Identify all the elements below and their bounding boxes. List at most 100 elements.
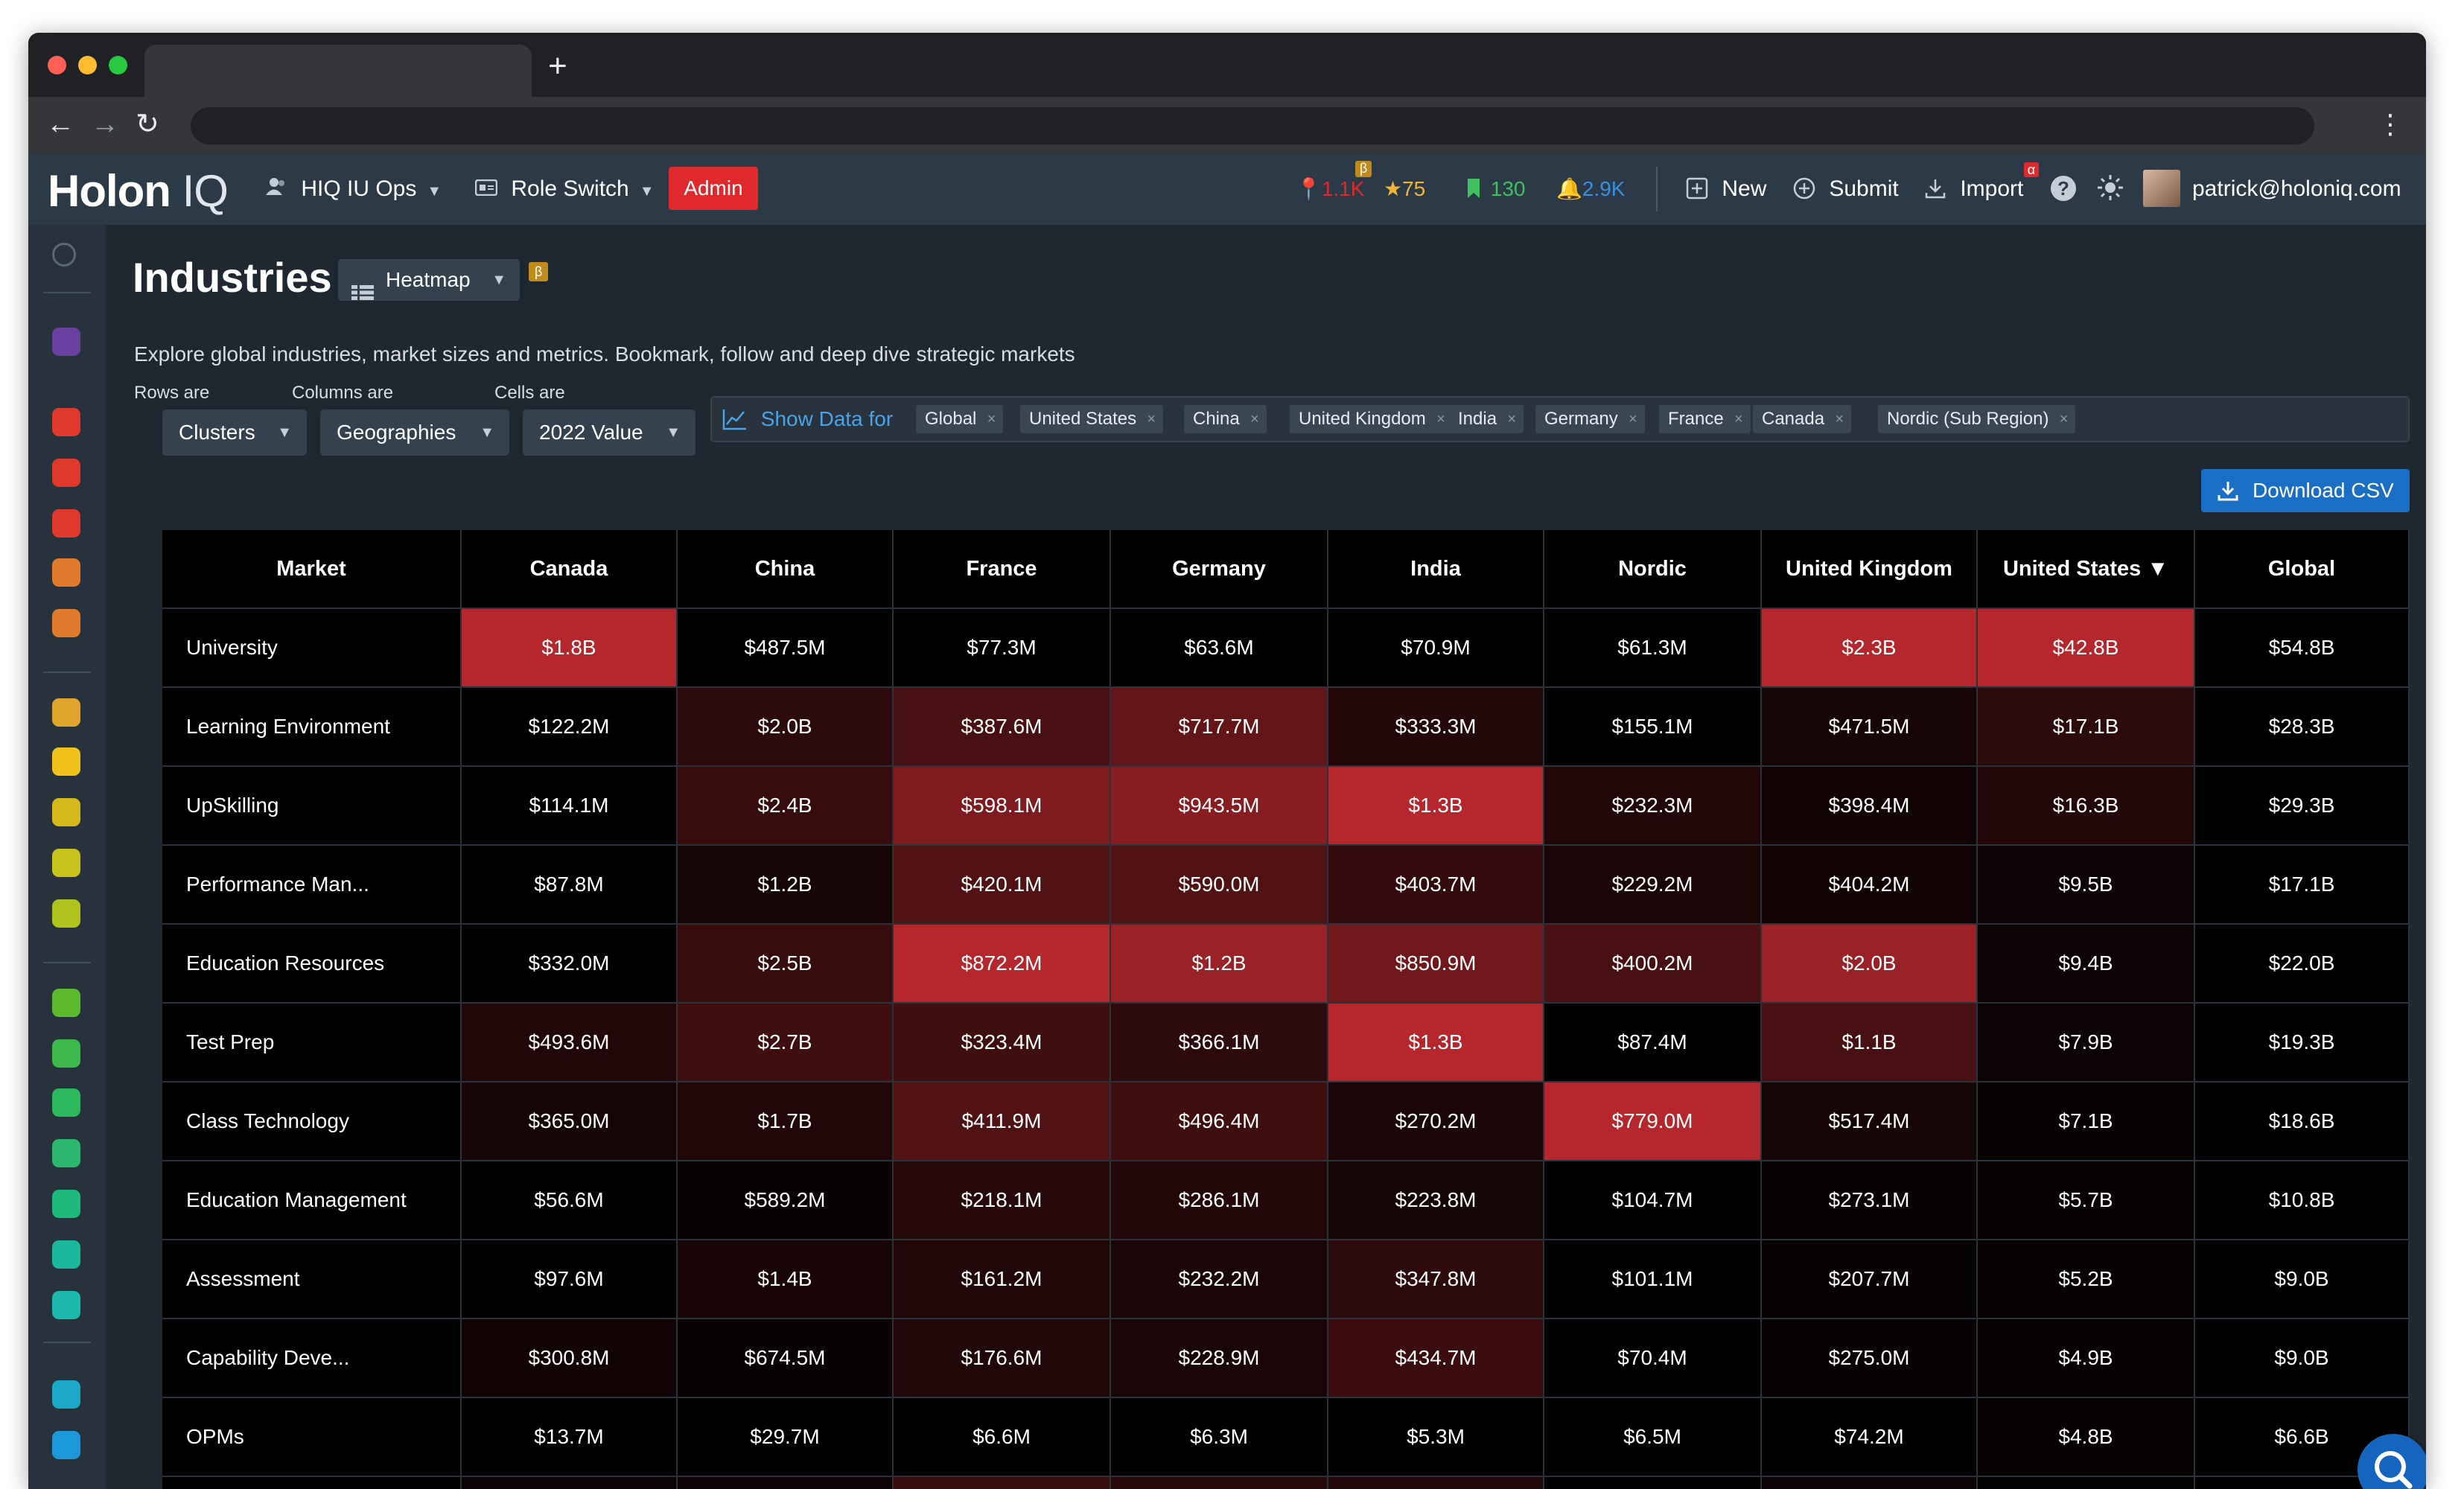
heatmap-cell[interactable]: $943.5M (1111, 767, 1328, 846)
heatmap-cell[interactable]: $230.5M (462, 1477, 678, 1489)
heatmap-cell[interactable]: $270.2M (1328, 1083, 1544, 1161)
heatmap-cell[interactable]: $366.1M (1111, 1004, 1328, 1083)
column-header[interactable]: Canada (462, 530, 678, 609)
cube-icon[interactable] (52, 328, 80, 356)
back-icon[interactable]: ← (46, 109, 74, 140)
chat-icon[interactable] (52, 747, 80, 776)
column-header[interactable]: Nordic (1544, 530, 1762, 609)
document-icon[interactable] (52, 609, 80, 637)
heatmap-cell[interactable]: $7.1B (1978, 1083, 2195, 1161)
heatmap-cell[interactable]: $6.6B (2195, 1398, 2410, 1477)
rows-select[interactable]: Clusters ▼ (162, 409, 307, 456)
column-header[interactable]: Market (162, 530, 462, 609)
heatmap-cell[interactable]: $54.8B (2195, 609, 2410, 688)
heatmap-cell[interactable]: $434.7M (1328, 1319, 1544, 1398)
show-data-for-button[interactable]: Show Data for (722, 398, 893, 441)
heatmap-cell[interactable]: $5.7B (1978, 1161, 2195, 1240)
remove-chip-icon[interactable]: × (1629, 411, 1637, 427)
heatmap-cell[interactable]: $347.8M (1328, 1240, 1544, 1319)
heatmap-cell[interactable]: $398.4M (1762, 767, 1978, 846)
browser-menu-icon[interactable]: ⋮ (2377, 109, 2404, 139)
role-switch-dropdown[interactable]: Role Switch ▼ (474, 153, 655, 225)
heatmap-cell[interactable]: $5.3M (1328, 1398, 1544, 1477)
layout-icon[interactable] (52, 1088, 80, 1117)
download-csv-button[interactable]: Download CSV (2201, 469, 2410, 512)
heatmap-cell[interactable]: $9.0B (2195, 1240, 2410, 1319)
submit-button[interactable]: Submit (1793, 153, 1899, 225)
shuffle-icon[interactable] (52, 1039, 80, 1068)
new-tab-button[interactable]: + (548, 48, 567, 84)
heatmap-cell[interactable]: $218.1M (894, 1161, 1111, 1240)
grid-icon[interactable] (52, 1240, 80, 1269)
heatmap-cell[interactable]: $245.6M (1328, 1477, 1544, 1489)
market-name-cell[interactable]: Assessment (162, 1240, 462, 1319)
column-header[interactable]: India (1328, 530, 1544, 609)
heatmap-cell[interactable]: $4.9B (1978, 1319, 2195, 1398)
heatmap-cell[interactable]: $598.1M (894, 767, 1111, 846)
heatmap-cell[interactable]: $517.4M (1762, 1083, 1978, 1161)
heatmap-cell[interactable]: $2.5B (678, 925, 894, 1004)
heatmap-cell[interactable]: $223.8M (1328, 1161, 1544, 1240)
heatmap-cell[interactable]: $70.4M (1544, 1319, 1762, 1398)
heatmap-cell[interactable]: $1.2B (1111, 925, 1328, 1004)
filter-chip[interactable]: Global × (916, 405, 1004, 433)
heatmap-cell[interactable]: $325.4M (1111, 1477, 1328, 1489)
bug-icon[interactable] (52, 849, 80, 877)
column-header[interactable]: Global (2195, 530, 2410, 609)
heatmap-cell[interactable]: $2.7B (678, 1004, 894, 1083)
heatmap-cell[interactable]: $487.5M (678, 609, 894, 688)
market-name-cell[interactable]: Education Management (162, 1161, 462, 1240)
market-name-cell[interactable]: Performance Man... (162, 846, 462, 925)
maximize-window-button[interactable] (109, 56, 127, 74)
forward-icon[interactable]: → (91, 109, 119, 140)
chart-bar-icon[interactable] (52, 459, 80, 487)
heatmap-cell[interactable]: $6.3M (1111, 1398, 1328, 1477)
heatmap-cell[interactable]: $365.0M (462, 1083, 678, 1161)
heatmap-cell[interactable]: $1.7B (678, 1083, 894, 1161)
cells-select[interactable]: 2022 Value ▼ (523, 409, 695, 456)
filter-chip[interactable]: Germany × (1535, 405, 1645, 433)
heatmap-cell[interactable]: $2.4B (678, 767, 894, 846)
heatmap-cell[interactable]: $61.3M (1544, 609, 1762, 688)
heatmap-cell[interactable]: $63.6M (1111, 609, 1328, 688)
new-button[interactable]: New (1686, 153, 1766, 225)
import-button[interactable]: Import (1924, 153, 2023, 225)
heatmap-cell[interactable]: $387.6M (894, 688, 1111, 767)
heatmap-cell[interactable]: $273.1M (1762, 1161, 1978, 1240)
remove-chip-icon[interactable]: × (1734, 411, 1743, 427)
heatmap-cell[interactable]: $321.0M (1762, 1477, 1978, 1489)
heatmap-cell[interactable]: $28.3B (2195, 688, 2410, 767)
remove-chip-icon[interactable]: × (1250, 411, 1259, 427)
heatmap-cell[interactable]: $207.7M (1762, 1240, 1978, 1319)
close-window-button[interactable] (48, 56, 66, 74)
heatmap-cell[interactable]: $1.8B (462, 609, 678, 688)
heatmap-cell[interactable]: $161.2M (894, 1240, 1111, 1319)
heatmap-cell[interactable]: $275.0M (1762, 1319, 1978, 1398)
bookmarks-metric[interactable]: 130 (1467, 153, 1526, 225)
stars-metric[interactable]: ★75 (1384, 153, 1425, 225)
book-icon[interactable] (52, 1431, 80, 1459)
heatmap-cell[interactable]: $29.7M (678, 1398, 894, 1477)
heatmap-cell[interactable]: $77.3M (894, 609, 1111, 688)
heatmap-cell[interactable]: $176.6M (894, 1319, 1111, 1398)
heatmap-cell[interactable]: $717.7M (1111, 688, 1328, 767)
heatmap-cell[interactable]: $3.2B (1978, 1477, 2195, 1489)
market-name-cell[interactable]: University (162, 609, 462, 688)
heatmap-cell[interactable]: $893.1M (678, 1477, 894, 1489)
theme-toggle-icon[interactable] (2095, 173, 2125, 203)
filter-chip[interactable]: Nordic (Sub Region) × (1878, 405, 2076, 433)
heatmap-cell[interactable]: $779.0M (1544, 1083, 1762, 1161)
columns-select[interactable]: Geographies ▼ (320, 409, 509, 456)
view-selector[interactable]: Heatmap ▼ (338, 259, 520, 301)
heatmap-cell[interactable]: $471.5M (1762, 688, 1978, 767)
heatmap-cell[interactable]: $42.8B (1978, 609, 2195, 688)
filter-chip[interactable]: India × (1449, 405, 1524, 433)
heatmap-cell[interactable]: $9.5B (1978, 846, 2195, 925)
address-bar[interactable] (191, 107, 2314, 144)
market-name-cell[interactable]: OPMs (162, 1398, 462, 1477)
heatmap-cell[interactable]: $229.2M (1544, 846, 1762, 925)
workspace-dropdown[interactable]: HIQ IU Ops ▼ (265, 153, 442, 225)
search-fab-button[interactable] (2358, 1434, 2426, 1489)
heatmap-cell[interactable]: $872.2M (894, 925, 1111, 1004)
notifications-metric[interactable]: 🔔2.9K (1556, 153, 1625, 225)
